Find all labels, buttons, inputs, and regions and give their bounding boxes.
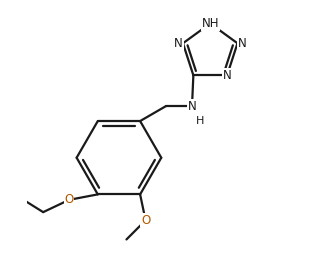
Text: N: N [223,69,231,82]
Text: H: H [196,116,204,126]
Text: O: O [64,193,74,206]
Text: N: N [187,100,196,113]
Text: N: N [174,37,183,50]
Text: N: N [238,37,246,50]
Text: O: O [141,214,150,227]
Text: NH: NH [202,17,219,30]
